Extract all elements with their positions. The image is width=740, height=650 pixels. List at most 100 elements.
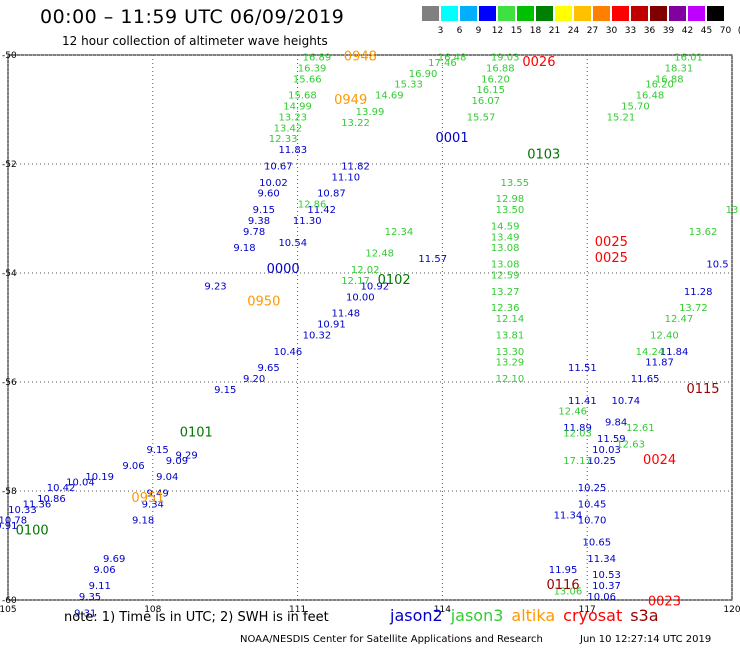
plot-frame — [7, 54, 733, 601]
jason2-point-label: 9.34 — [142, 499, 164, 510]
jason3-point-label: 16.48 — [636, 91, 665, 102]
jason2-point-label: 10.5 — [706, 260, 728, 271]
jason3-point-label: 19.03 — [491, 52, 520, 63]
jason2-point-label: 9.15 — [253, 205, 275, 216]
jason3-point-label: 16.39 — [298, 63, 327, 74]
jason3-point-label: 12.03 — [563, 429, 592, 440]
scale-label: 27 — [586, 26, 599, 36]
jason2-point-label: 9.78 — [243, 227, 265, 238]
jason2-point-label: 10.03 — [592, 445, 621, 456]
jason3-point-label: 12.48 — [365, 249, 394, 260]
jason3-point-label: 13.06 — [554, 587, 583, 598]
jason3-point-label: 12.46 — [558, 407, 587, 418]
s3a-point-label: 0116 — [547, 578, 580, 593]
legend-item-altika: altika — [511, 606, 556, 625]
scale-swatch — [555, 6, 572, 21]
scale-label: 70 — [719, 26, 732, 36]
scale-swatch — [422, 6, 439, 21]
jason3-point-label: 12.63 — [616, 439, 645, 450]
scale-label: 6 — [456, 26, 463, 36]
jason2-point-label: 10.32 — [303, 330, 332, 341]
scale-swatch — [669, 6, 686, 21]
scale-label: 33 — [624, 26, 637, 36]
jason2-point-label: 10.25 — [578, 483, 607, 494]
scale-swatch — [479, 6, 496, 21]
jason3-point-label: 14.59 — [491, 221, 520, 232]
scale-label: 42 — [681, 26, 694, 36]
scale-label: 12 — [491, 26, 504, 36]
jason2-point-label: 9.15 — [146, 445, 168, 456]
jason2-point-label: 9.29 — [175, 450, 197, 461]
y-tick-label: -52 — [2, 160, 17, 170]
scale-label: 3 — [437, 26, 444, 36]
jason2-point-label: 9.65 — [258, 363, 280, 374]
jason2-point-label: 10.70 — [578, 516, 607, 527]
jason2-point-label: 11.41 — [568, 396, 597, 407]
x-tick-label: 105 — [0, 605, 17, 615]
jason3-point-label: 12.36 — [491, 303, 520, 314]
jason2-point-label: 10.53 — [592, 570, 621, 581]
page-title: 00:00 – 11:59 UTC 06/09/2019 — [40, 6, 345, 28]
jason2-point-label: 9.06 — [93, 565, 115, 576]
jason3-point-label: 15.21 — [607, 112, 636, 123]
satellite-legend: jason2 jason3 altika cryosat s3a — [390, 606, 667, 625]
time-label: 0103 — [527, 148, 560, 163]
jason2-point-label: 11.28 — [684, 287, 713, 298]
jason2-point-label: 9.69 — [103, 554, 125, 565]
jason2-point-label: 10.37 — [592, 581, 621, 592]
jason3-point-label: 13.08 — [491, 260, 520, 271]
jason3-point-label: 17.46 — [428, 58, 457, 69]
footer-timestamp: Jun 10 12:27:14 UTC 2019 — [580, 634, 712, 645]
jason2-point-label: 9.11 — [89, 581, 111, 592]
jason2-point-label: 11.48 — [332, 309, 361, 320]
x-tick-label: 114 — [434, 605, 451, 615]
jason2-point-label: 10.02 — [259, 178, 288, 189]
jason3-point-label: 12.33 — [269, 134, 298, 145]
scale-swatch — [593, 6, 610, 21]
jason3-point-label: 12.02 — [351, 265, 380, 276]
page-subtitle: 12 hour collection of altimeter wave hei… — [62, 34, 328, 48]
jason3-point-label: 12.59 — [491, 270, 520, 281]
scale-label: 45 — [700, 26, 713, 36]
jason3-point-label: 12.34 — [385, 227, 414, 238]
jason3-point-label: 13.30 — [496, 347, 525, 358]
cryosat-point-label: 0025 — [595, 235, 628, 250]
jason2-point-label: 9.35 — [79, 592, 101, 603]
jason2-point-label: 11.34 — [587, 554, 616, 565]
jason2-point-label: 9.09 — [166, 456, 188, 467]
jason3-point-label: 13.08 — [491, 243, 520, 254]
jason3-point-label: 12.47 — [665, 314, 694, 325]
scale-swatch — [688, 6, 705, 21]
s3a-point-label: 0115 — [686, 382, 719, 397]
jason3-point-label: 16.01 — [674, 52, 703, 63]
jason2-point-label: 11.83 — [278, 145, 307, 156]
scale-label: 9 — [475, 26, 482, 36]
x-tick-label: 111 — [289, 605, 306, 615]
jason2-point-label: 10.65 — [583, 538, 612, 549]
jason3-point-label: 12.14 — [496, 314, 525, 325]
jason3-point-label: 13.29 — [496, 358, 525, 369]
jason2-point-label: 10.92 — [361, 281, 390, 292]
jason2-point-label: 9.04 — [156, 472, 178, 483]
jason2-point-label: 9.31 — [74, 608, 96, 619]
jason2-point-label: 10.78 — [0, 516, 27, 527]
legend-item-cryosat: cryosat — [563, 606, 623, 625]
cryosat-point-label: 0026 — [522, 55, 555, 70]
y-tick-label: -50 — [2, 51, 17, 61]
jason2-point-label: 9.23 — [204, 281, 226, 292]
jason3-point-label: 15.33 — [394, 80, 423, 91]
y-tick-label: -58 — [2, 487, 17, 497]
jason2-point-label: 10.86 — [37, 494, 66, 505]
jason3-point-label: 17.17 — [563, 456, 592, 467]
jason2-point-label: 10.45 — [578, 499, 607, 510]
jason3-point-label: 12.98 — [496, 194, 525, 205]
jason2-point-label: 11.82 — [341, 161, 370, 172]
y-tick-label: -60 — [2, 596, 17, 606]
time-label: 0100 — [16, 524, 49, 539]
note-text: note: 1) Time is in UTC; 2) SWH is in fe… — [64, 610, 329, 625]
jason2-point-label: 11.34 — [554, 510, 583, 521]
jason2-point-label: 10.06 — [587, 592, 616, 603]
scale-swatch — [574, 6, 591, 21]
jason3-point-label: 15.70 — [621, 102, 650, 113]
jason2-point-label: 9.38 — [248, 216, 270, 227]
